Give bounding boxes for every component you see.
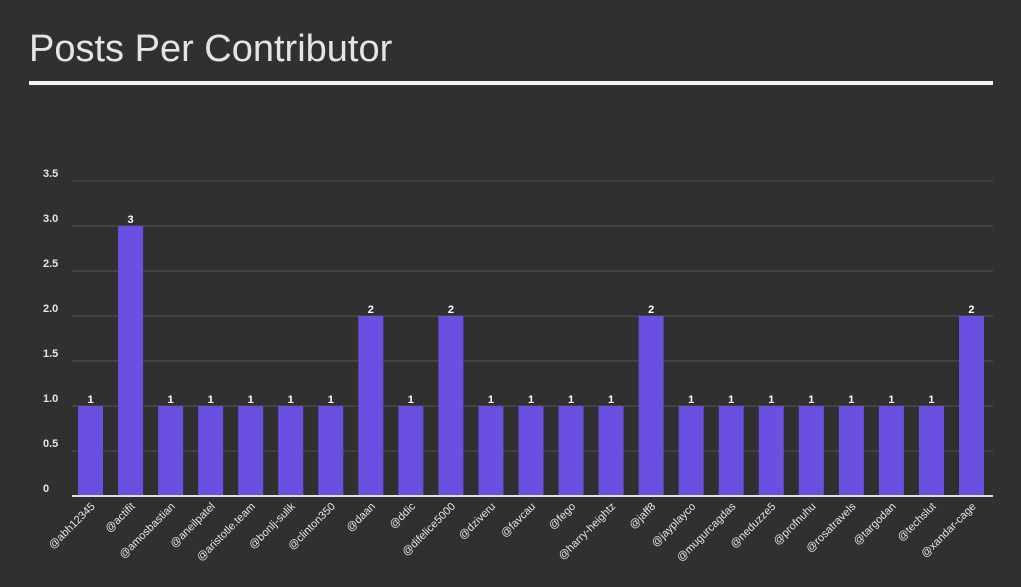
data-label: 1 [808, 394, 814, 406]
title-divider [29, 81, 993, 85]
data-label: 1 [568, 394, 574, 406]
bar [78, 406, 104, 496]
bar [798, 406, 824, 496]
data-label: 1 [288, 394, 294, 406]
data-label: 1 [608, 394, 614, 406]
bar [278, 406, 304, 496]
data-label: 3 [128, 214, 134, 226]
y-tick-label: 3.0 [43, 213, 58, 225]
bar [318, 406, 344, 496]
bar [718, 406, 744, 496]
bar [398, 406, 424, 496]
x-tick-label: @ddic [387, 500, 418, 531]
bar [638, 316, 664, 496]
x-tick-label: @favcau [499, 501, 538, 540]
y-tick-label: 0 [43, 483, 49, 495]
bar [958, 316, 984, 496]
y-axis-ticks: 0 0.5 1.0 1.5 2.0 2.5 3.0 3.5 [43, 168, 58, 495]
x-tick-label: @daan [344, 501, 378, 535]
x-tick-label: @targodan [851, 501, 898, 548]
bar [118, 226, 144, 496]
bar [678, 406, 704, 496]
x-tick-label: @jaff8 [627, 501, 658, 532]
data-label: 1 [488, 394, 494, 406]
bar [518, 406, 544, 496]
bar [198, 406, 224, 496]
data-label: 2 [648, 304, 654, 316]
y-tick-label: 1.5 [43, 348, 58, 360]
x-tick-label: @actifit [103, 501, 138, 536]
bar [878, 406, 904, 496]
data-label: 2 [448, 304, 454, 316]
data-label: 1 [248, 394, 254, 406]
data-label: 2 [968, 304, 974, 316]
bars [78, 226, 984, 496]
data-label: 1 [528, 394, 534, 406]
bar [238, 406, 264, 496]
data-label: 1 [888, 394, 894, 406]
bar [478, 406, 504, 496]
data-label: 1 [688, 394, 694, 406]
x-axis-ticks: @abh12345 @actifit@amosbastian@aneilpatel… [47, 500, 979, 564]
y-tick-label: 1.0 [43, 393, 58, 405]
bar [598, 406, 624, 496]
bar [918, 406, 944, 496]
data-labels: 1 3 1 1 1 1 1 2 1 2 1 1 1 1 2 1 1 1 1 1 1 1 2 [87, 214, 974, 406]
data-label: 2 [368, 304, 374, 316]
bar [558, 406, 584, 496]
data-label: 1 [728, 394, 734, 406]
x-tick-label: @dziveru [457, 501, 498, 542]
y-tick-label: 3.5 [43, 168, 58, 180]
bar [438, 316, 464, 496]
bar [838, 406, 864, 496]
y-tick-label: 2.0 [43, 303, 58, 315]
data-label: 1 [328, 394, 334, 406]
data-label: 1 [848, 394, 854, 406]
bar [758, 406, 784, 496]
y-tick-label: 2.5 [43, 258, 58, 270]
x-tick-label: @abh12345 [47, 501, 98, 552]
data-label: 1 [208, 394, 214, 406]
x-tick-label: @fego [547, 501, 579, 533]
y-tick-label: 0.5 [43, 438, 58, 450]
data-label: 1 [928, 394, 934, 406]
data-label: 1 [168, 394, 174, 406]
data-label: 1 [87, 394, 93, 406]
bar [358, 316, 384, 496]
chart-title: Posts Per Contributor [29, 28, 393, 70]
bar [158, 406, 184, 496]
data-label: 1 [768, 394, 774, 406]
data-label: 1 [408, 394, 414, 406]
